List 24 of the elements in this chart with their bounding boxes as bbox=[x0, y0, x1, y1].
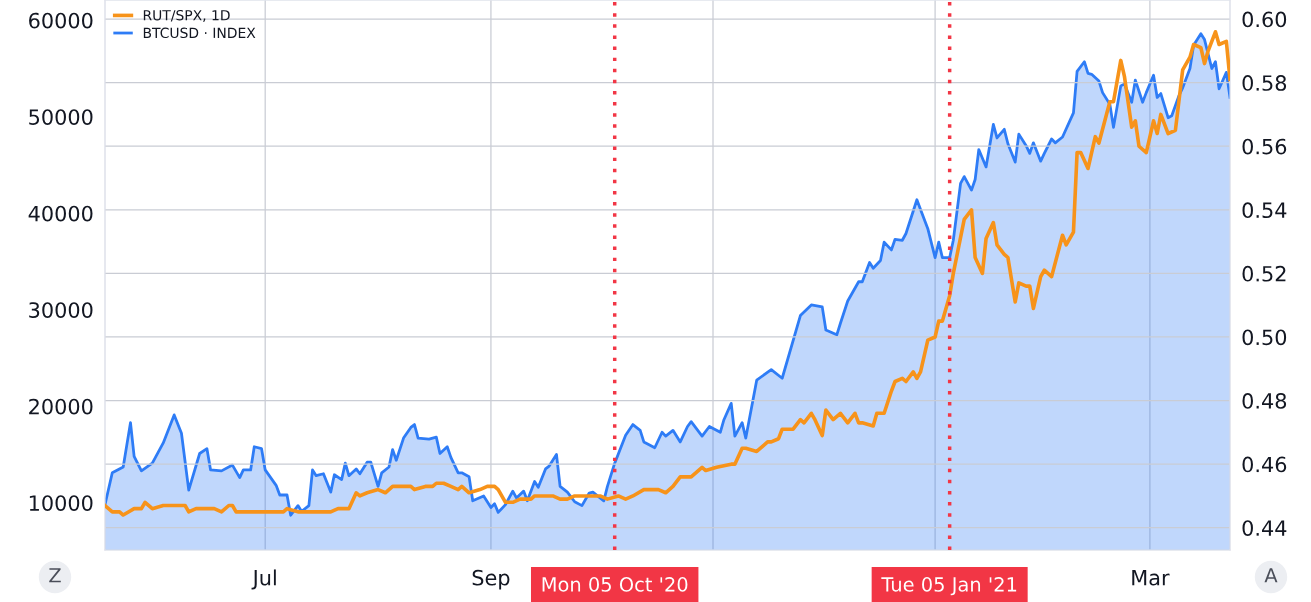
y2-tick-label: 0.52 bbox=[1242, 265, 1286, 282]
legend-label: BTCUSD · INDEX bbox=[143, 27, 256, 39]
y-tick-label: 60000 bbox=[29, 12, 93, 29]
ref-line-label: Tue 05 Jan '21 bbox=[881, 577, 1017, 596]
x-tick-label: Mar bbox=[1132, 570, 1170, 586]
y2-tick-label: 0.50 bbox=[1242, 329, 1287, 346]
x-tick-label: Sep bbox=[472, 569, 510, 590]
y2-tick-label: 0.46 bbox=[1242, 456, 1287, 473]
y2-tick-label: 0.54 bbox=[1242, 202, 1287, 219]
y-tick-label: 30000 bbox=[29, 302, 93, 318]
y2-tick-label: 0.44 bbox=[1242, 520, 1287, 536]
y2-tick-label: 0.56 bbox=[1242, 138, 1287, 155]
y2-tick-label: 0.48 bbox=[1242, 393, 1287, 409]
y-tick-label: 50000 bbox=[29, 109, 93, 125]
x-tick-label: Jul bbox=[251, 569, 276, 590]
y2-tick-label: 0.60 bbox=[1242, 11, 1287, 28]
legend-label: RUT/SPX, 1D bbox=[143, 9, 230, 22]
y2-tick-label: 0.58 bbox=[1242, 75, 1287, 91]
text: A bbox=[1264, 568, 1278, 583]
y-tick-label: 20000 bbox=[29, 398, 93, 415]
y-tick-label: 40000 bbox=[28, 205, 93, 222]
text: Z bbox=[49, 568, 61, 583]
y-tick-label: 10000 bbox=[29, 495, 93, 511]
ref-line-label: Mon 05 Oct '20 bbox=[542, 577, 688, 592]
